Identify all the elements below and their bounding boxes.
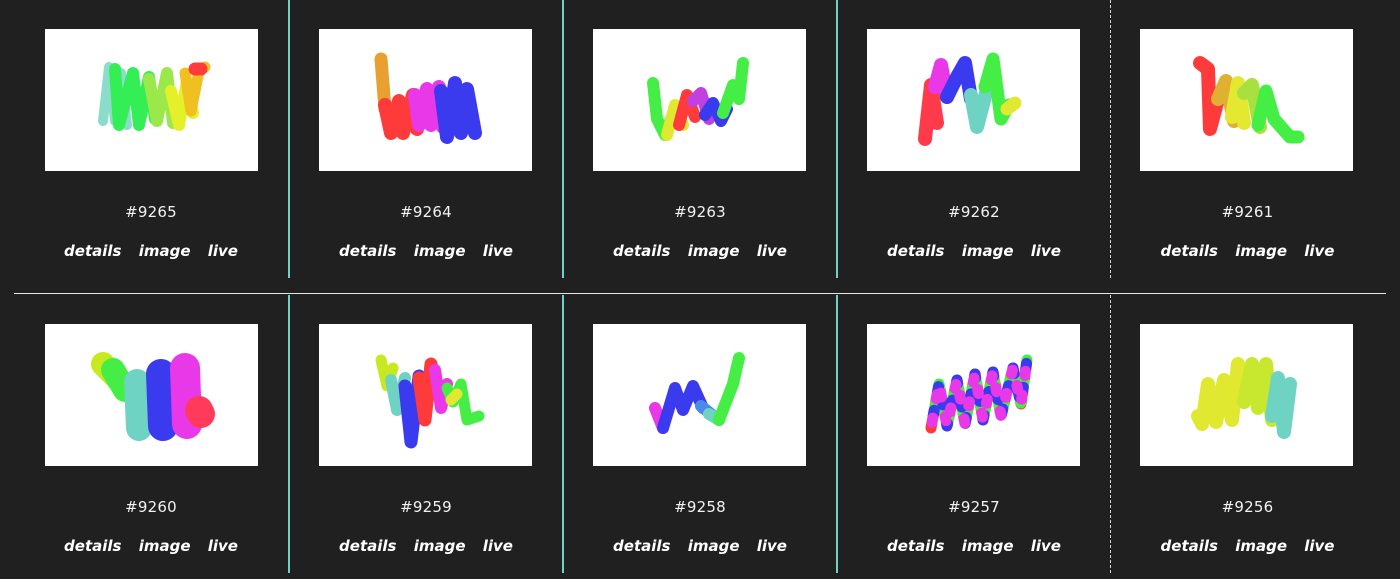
image-link[interactable]: image — [413, 242, 466, 260]
details-link[interactable]: details — [613, 537, 671, 555]
artwork-thumbnail[interactable] — [319, 29, 532, 171]
live-link[interactable]: live — [207, 537, 238, 555]
row-divider — [14, 293, 1386, 294]
artwork-thumbnail[interactable] — [45, 29, 258, 171]
details-link[interactable]: details — [887, 537, 945, 555]
image-link[interactable]: image — [961, 537, 1014, 555]
live-link[interactable]: live — [482, 242, 513, 260]
image-link[interactable]: image — [413, 537, 466, 555]
artwork-thumbnail[interactable] — [45, 324, 258, 466]
live-link[interactable]: live — [1304, 537, 1335, 555]
token-id[interactable]: #9256 — [1221, 498, 1274, 516]
token-card: #9257 details image live — [836, 295, 1110, 573]
token-links: details image live — [1111, 537, 1384, 555]
token-card: #9260 details image live — [14, 295, 288, 573]
token-id[interactable]: #9265 — [125, 203, 177, 221]
token-id[interactable]: #9262 — [948, 203, 1000, 221]
image-link[interactable]: image — [138, 242, 191, 260]
token-links: details image live — [1111, 242, 1384, 260]
token-row: #9265 details image live #9264 — [0, 0, 1400, 278]
token-id[interactable]: #9258 — [674, 498, 726, 516]
token-links: details image live — [14, 537, 288, 555]
image-link[interactable]: image — [1235, 242, 1287, 260]
details-link[interactable]: details — [1160, 242, 1218, 260]
image-link[interactable]: image — [687, 242, 740, 260]
token-card: #9263 details image live — [562, 0, 836, 278]
live-link[interactable]: live — [756, 537, 787, 555]
details-link[interactable]: details — [339, 537, 397, 555]
token-links: details image live — [14, 242, 288, 260]
token-row: #9260 details image live — [0, 295, 1400, 573]
artwork-thumbnail[interactable] — [867, 324, 1080, 466]
token-links: details image live — [838, 242, 1110, 260]
token-links: details image live — [564, 537, 836, 555]
image-link[interactable]: image — [687, 537, 740, 555]
token-id[interactable]: #9260 — [125, 498, 177, 516]
details-link[interactable]: details — [613, 242, 671, 260]
token-id[interactable]: #9261 — [1221, 203, 1274, 221]
artwork-thumbnail[interactable] — [593, 324, 806, 466]
live-link[interactable]: live — [1304, 242, 1335, 260]
token-card: #9264 details image live — [288, 0, 562, 278]
token-card: #9258 details image live — [562, 295, 836, 573]
token-links: details image live — [564, 242, 836, 260]
details-link[interactable]: details — [1160, 537, 1218, 555]
artwork-thumbnail[interactable] — [319, 324, 532, 466]
image-link[interactable]: image — [1235, 537, 1287, 555]
token-id[interactable]: #9259 — [400, 498, 452, 516]
details-link[interactable]: details — [339, 242, 397, 260]
live-link[interactable]: live — [482, 537, 513, 555]
token-card: #9259 details image live — [288, 295, 562, 573]
image-link[interactable]: image — [138, 537, 191, 555]
artwork-thumbnail[interactable] — [1140, 324, 1353, 466]
details-link[interactable]: details — [64, 242, 122, 260]
live-link[interactable]: live — [1030, 242, 1061, 260]
token-links: details image live — [838, 537, 1110, 555]
token-card: #9256 details image live — [1110, 295, 1384, 573]
live-link[interactable]: live — [1030, 537, 1061, 555]
artwork-thumbnail[interactable] — [1140, 29, 1353, 171]
token-id[interactable]: #9264 — [400, 203, 452, 221]
live-link[interactable]: live — [756, 242, 787, 260]
token-card: #9265 details image live — [14, 0, 288, 278]
live-link[interactable]: live — [207, 242, 238, 260]
image-link[interactable]: image — [961, 242, 1014, 260]
token-id[interactable]: #9257 — [948, 498, 1000, 516]
token-card: #9262 details image live — [836, 0, 1110, 278]
token-id[interactable]: #9263 — [674, 203, 726, 221]
artwork-thumbnail[interactable] — [593, 29, 806, 171]
details-link[interactable]: details — [64, 537, 122, 555]
token-card: #9261 details image live — [1110, 0, 1384, 278]
details-link[interactable]: details — [887, 242, 945, 260]
artwork-thumbnail[interactable] — [867, 29, 1080, 171]
token-links: details image live — [290, 242, 562, 260]
token-links: details image live — [290, 537, 562, 555]
